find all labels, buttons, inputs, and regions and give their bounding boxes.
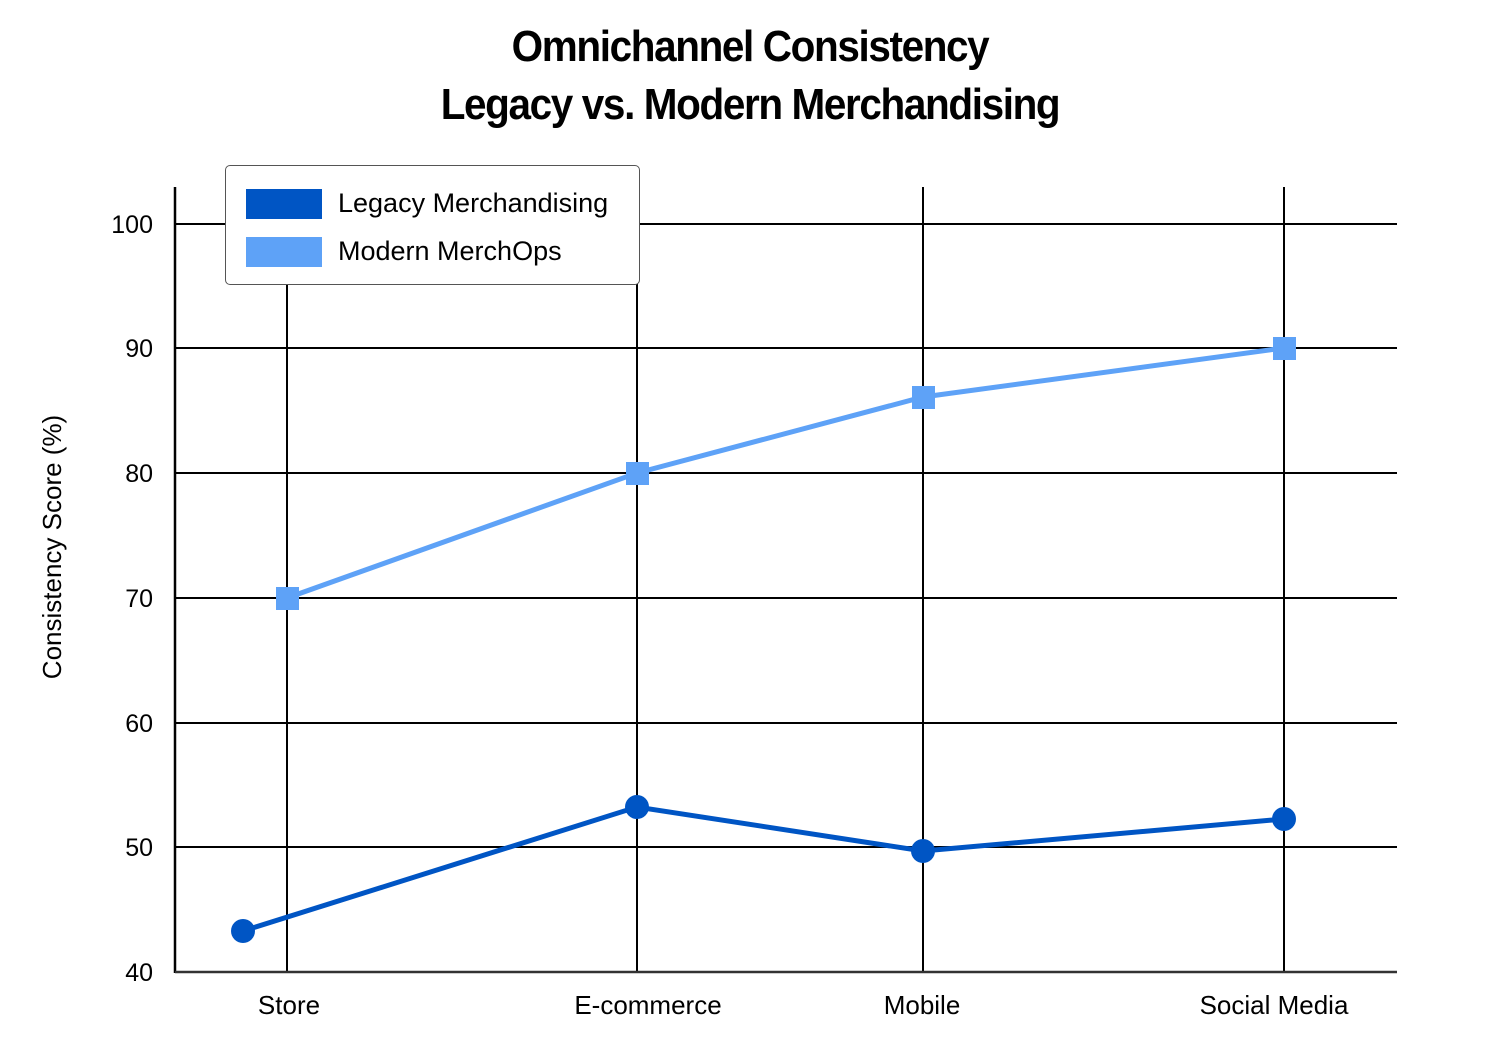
modern-point-store: [276, 587, 299, 610]
series-legacy-merchandising: [231, 795, 1296, 943]
x-tick-social-media: Social Media: [1200, 990, 1349, 1020]
legend-swatch-legacy: [246, 188, 322, 219]
y-tick-100: 100: [111, 211, 153, 239]
horizontal-gridlines: [175, 223, 1397, 848]
y-tick-40: 40: [125, 959, 153, 987]
legacy-point-social-media: [1272, 807, 1296, 831]
x-tick-labels: Store E-commerce Mobile Social Media: [258, 990, 1349, 1020]
x-tick-store: Store: [258, 990, 320, 1020]
y-tick-50: 50: [125, 834, 153, 862]
y-tick-70: 70: [125, 585, 153, 613]
legend-label-modern: Modern MerchOps: [338, 236, 562, 266]
legend-item-modern: Modern MerchOps: [246, 236, 562, 267]
y-tick-80: 80: [125, 460, 153, 488]
y-tick-labels: 100 90 80 70 60 50 40: [111, 211, 153, 987]
modern-point-mobile: [912, 386, 935, 409]
x-tick-ecommerce: E-commerce: [574, 990, 721, 1020]
legacy-point-ecommerce: [625, 795, 649, 819]
modern-point-social-media: [1273, 337, 1296, 360]
y-tick-60: 60: [125, 710, 153, 738]
modern-point-ecommerce: [626, 462, 649, 485]
chart-title-line-2: Legacy vs. Modern Merchandising: [440, 80, 1061, 129]
series-modern-merchops: [276, 337, 1296, 610]
legacy-point-store: [231, 919, 255, 943]
legend-item-legacy: Legacy Merchandising: [246, 188, 608, 219]
chart-title-line-1: Omnichannel Consistency: [511, 22, 990, 71]
legend-label-legacy: Legacy Merchandising: [338, 188, 609, 218]
y-axis-label: Consistency Score (%): [37, 415, 67, 679]
vertical-gridlines: [286, 187, 1285, 972]
x-tick-mobile: Mobile: [884, 990, 961, 1020]
legend-swatch-modern: [246, 236, 322, 267]
legacy-point-mobile: [911, 839, 935, 863]
y-tick-90: 90: [125, 335, 153, 363]
chart-legend: Legacy Merchandising Modern MerchOps: [225, 165, 640, 285]
